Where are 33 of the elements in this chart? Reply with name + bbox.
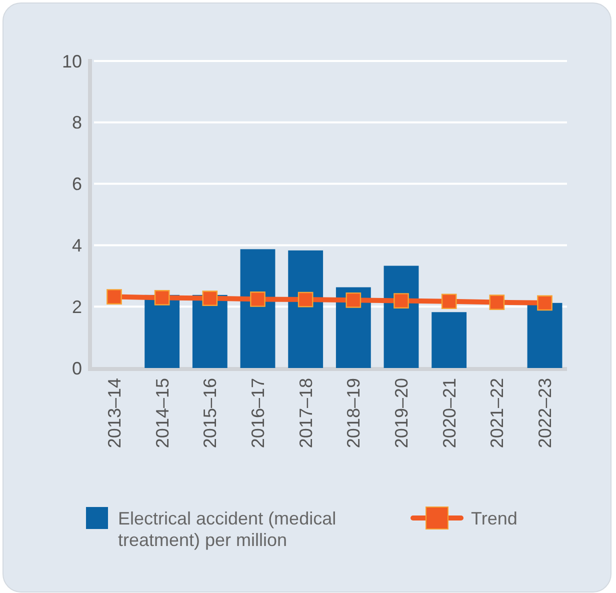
y-tick-label: 0 <box>72 358 82 378</box>
x-tick-label: 2018–19 <box>344 378 364 448</box>
point <box>298 292 314 308</box>
point <box>441 294 457 310</box>
y-tick-label: 10 <box>62 51 82 72</box>
y-tick-label: 6 <box>72 174 82 194</box>
x-tick-label: 2013–14 <box>104 378 125 448</box>
point <box>154 290 170 306</box>
point <box>106 289 122 304</box>
point <box>250 292 266 307</box>
bar <box>240 249 276 368</box>
y-tick-label: 8 <box>72 112 82 133</box>
point <box>346 292 362 308</box>
y-tick-label: 4 <box>72 236 82 256</box>
x-tick-label: 2016–17 <box>248 378 268 448</box>
x-tick-label: 2021–22 <box>487 378 508 448</box>
y-tick-label: 2 <box>72 296 82 317</box>
point <box>394 293 409 308</box>
point <box>489 294 505 310</box>
point <box>537 295 552 311</box>
bar <box>527 302 562 368</box>
x-tick-label: 2022–23 <box>535 378 556 448</box>
legend-label: Electrical accident (medical treatment) per million <box>118 508 336 550</box>
bar <box>384 266 419 368</box>
bar <box>288 250 324 368</box>
bar <box>432 312 467 368</box>
x-tick-label: 2019–20 <box>392 378 412 448</box>
x-tick-label: 2015–16 <box>200 378 220 448</box>
point <box>202 290 218 306</box>
x-tick-label: 2017–18 <box>296 378 316 448</box>
legend-label: Trend <box>471 508 518 528</box>
x-tick-label: 2020–21 <box>439 378 460 448</box>
x-tick-label: 2014–15 <box>152 378 172 448</box>
